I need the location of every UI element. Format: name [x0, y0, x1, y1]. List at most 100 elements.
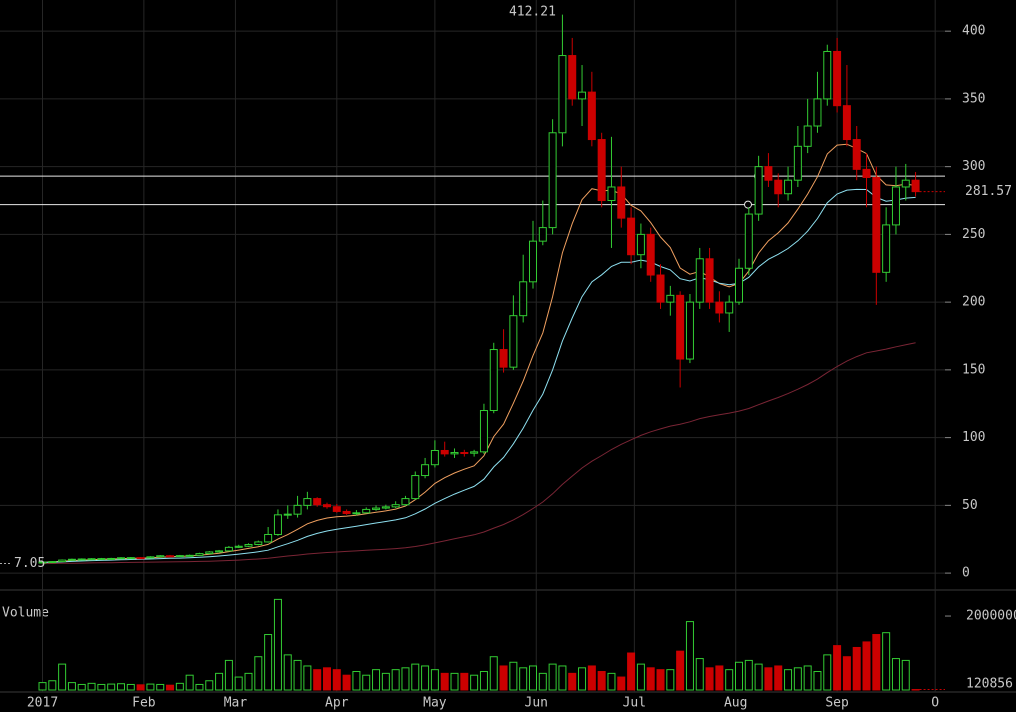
- candle-body: [754, 166, 763, 215]
- candle-body: [597, 139, 606, 202]
- volume-bar: [646, 667, 655, 691]
- volume-bar: [146, 683, 155, 691]
- x-tick-label: 2017: [27, 696, 58, 711]
- candle-body: [116, 557, 125, 560]
- candle-body: [774, 179, 783, 195]
- volume-bar: [676, 650, 685, 691]
- x-tick-label: Sep: [825, 696, 849, 711]
- candle-body: [391, 504, 400, 508]
- candle-body: [67, 558, 76, 561]
- candle-body: [901, 179, 910, 188]
- volume-bar: [911, 689, 920, 691]
- candle-body: [126, 557, 135, 560]
- volume-bar: [813, 671, 822, 691]
- candle-body: [332, 506, 341, 512]
- candle-body: [293, 504, 302, 515]
- volume-bar: [470, 674, 479, 691]
- volume-bar: [322, 667, 331, 691]
- volume-bar: [548, 663, 557, 691]
- indicator-line: [42, 342, 916, 565]
- candle-body: [234, 545, 243, 548]
- volume-bar: [666, 669, 675, 691]
- volume-bar: [872, 634, 881, 691]
- volume-bar: [715, 665, 724, 691]
- candle-body: [784, 179, 793, 195]
- low-label: 7.05: [14, 556, 45, 571]
- y-tick-label: 250: [962, 227, 985, 242]
- candle-body: [528, 240, 537, 283]
- candle-body: [891, 186, 900, 226]
- candle-body: [882, 224, 891, 273]
- candle-body: [440, 449, 449, 455]
- candle-body: [823, 50, 832, 100]
- candle-body: [695, 258, 704, 303]
- candle-body: [175, 555, 184, 558]
- volume-bar: [833, 645, 842, 691]
- candle-body: [264, 533, 273, 543]
- candle-body: [372, 507, 381, 510]
- candle-body: [646, 233, 655, 276]
- volume-bar: [48, 680, 57, 691]
- volume-bar: [617, 676, 626, 691]
- volume-bar: [185, 674, 194, 691]
- volume-bar: [754, 663, 763, 691]
- volume-bar: [519, 667, 528, 691]
- x-tick-label: Aug: [724, 696, 747, 711]
- candle-body: [872, 176, 881, 273]
- candle-body: [715, 301, 724, 314]
- volume-bar: [499, 665, 508, 691]
- candle-body: [450, 452, 459, 455]
- candle-body: [254, 541, 263, 546]
- candle-body: [185, 554, 194, 557]
- volume-bar: [126, 683, 135, 691]
- volume-bar: [156, 683, 165, 691]
- candle-body: [499, 349, 508, 368]
- volume-bar: [440, 672, 449, 691]
- candle-body: [744, 213, 753, 269]
- volume-bar: [234, 676, 243, 691]
- y-tick-label: 50: [962, 498, 978, 513]
- candle-body: [97, 558, 106, 561]
- volume-bar: [823, 654, 832, 691]
- volume-bar: [401, 667, 410, 691]
- candle-body: [421, 464, 430, 477]
- volume-bar: [636, 663, 645, 691]
- candle-body: [470, 451, 479, 454]
- candle-body: [313, 498, 322, 506]
- candle-body: [430, 449, 439, 466]
- candle-body: [793, 145, 802, 181]
- volume-bar: [116, 683, 125, 691]
- volume-bar: [862, 641, 871, 691]
- candle-body: [381, 506, 390, 509]
- candle-body: [568, 55, 577, 100]
- volume-bar: [362, 674, 371, 691]
- candle-body: [538, 227, 547, 242]
- candle-body: [342, 510, 351, 514]
- x-tick-label: Apr: [325, 696, 349, 711]
- candle-body: [146, 556, 155, 559]
- indicator-line: [42, 188, 916, 563]
- candle-body: [224, 546, 233, 552]
- volume-bar: [597, 671, 606, 691]
- candle-body: [558, 55, 567, 134]
- volume-bar: [685, 621, 694, 691]
- candle-body: [862, 168, 871, 178]
- volume-bar: [568, 672, 577, 691]
- candle-body: [764, 166, 773, 181]
- candle-body: [283, 513, 292, 516]
- candle-body: [205, 551, 214, 555]
- volume-bar: [744, 659, 753, 691]
- candle-body: [617, 186, 626, 219]
- volume-bar: [224, 659, 233, 691]
- x-tick-label: O: [931, 696, 939, 711]
- volume-bar: [725, 669, 734, 691]
- candle-body: [636, 233, 645, 256]
- candle-body: [273, 514, 282, 535]
- volume-bar: [774, 665, 783, 691]
- x-tick-label: Jul: [623, 696, 646, 711]
- candle-body: [627, 217, 636, 256]
- x-tick-label: Mar: [224, 696, 248, 711]
- y-tick-label: 350: [962, 91, 985, 106]
